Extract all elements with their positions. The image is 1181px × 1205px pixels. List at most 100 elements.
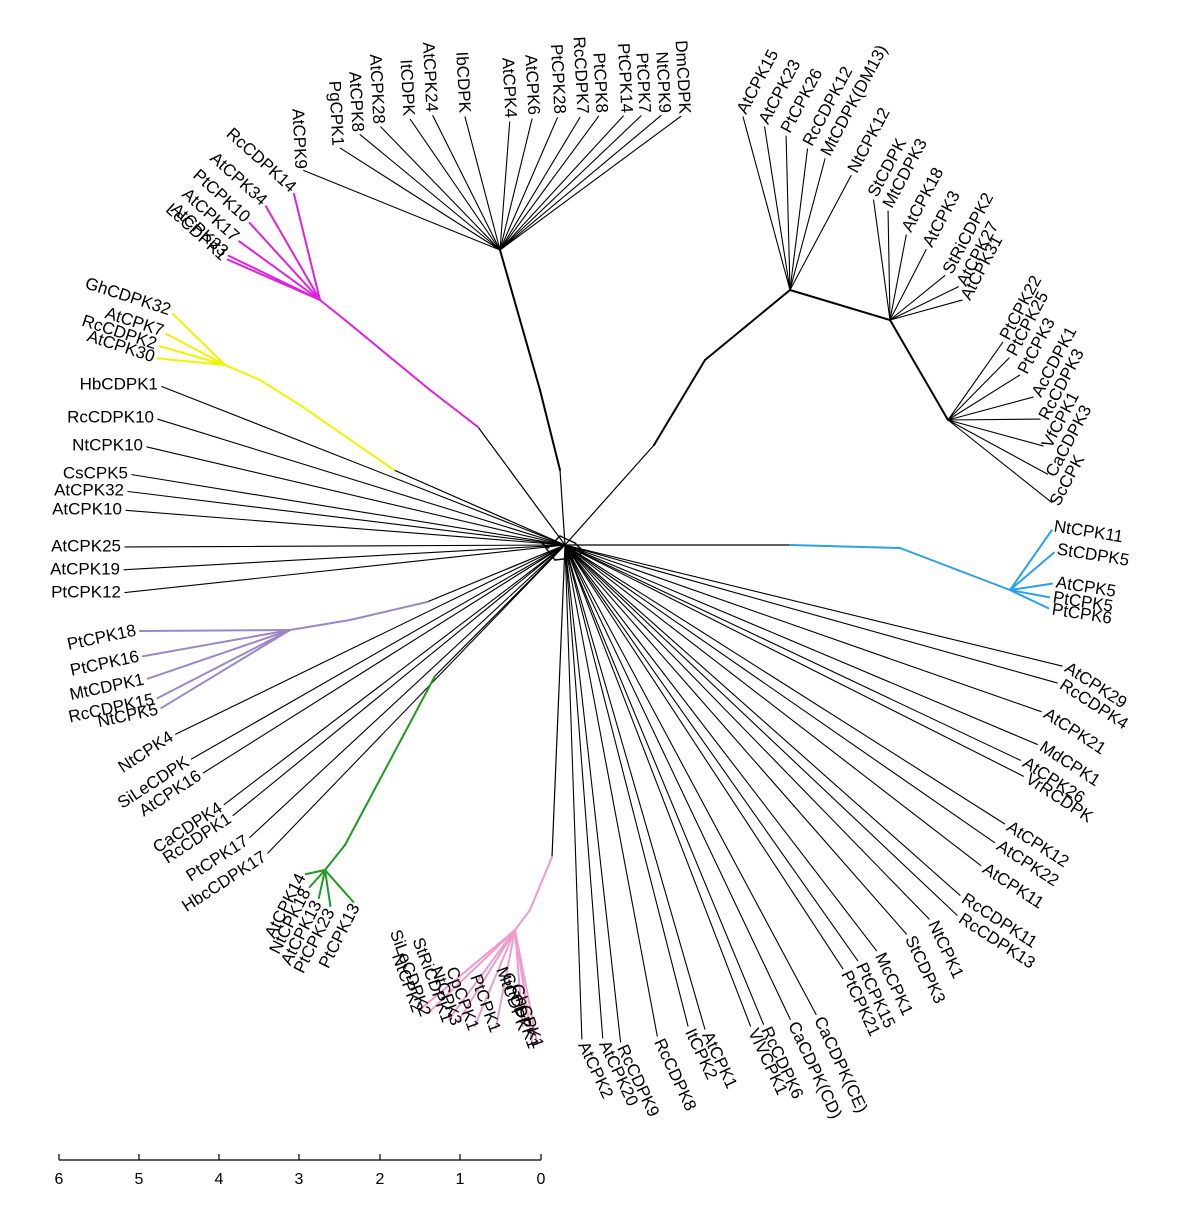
leaf-branch	[564, 544, 752, 1027]
leaf-branch	[564, 544, 907, 935]
leaf-branch	[564, 544, 689, 1027]
leaf-branch	[514, 929, 539, 1046]
leaf-branch	[292, 192, 321, 301]
scale-tick-label: 6	[55, 1171, 64, 1188]
taxon-label: PgCPK1	[325, 80, 347, 146]
taxon-label: AtCPK25	[51, 536, 121, 555]
leaf-branch	[190, 544, 566, 760]
leaf-branch	[124, 544, 566, 548]
leaf-branch	[232, 544, 566, 817]
leaf-branch	[499, 115, 642, 251]
taxon-label: DmCDPK	[672, 40, 695, 115]
taxon-label: ItCDPK	[397, 59, 419, 117]
leaf-branch	[564, 544, 996, 844]
leaf-branch	[146, 629, 291, 680]
taxon-label: AtCPK19	[50, 559, 120, 578]
internal-branch	[499, 249, 541, 391]
leaf-branch	[324, 869, 332, 908]
tree-branches	[123, 115, 1063, 1046]
taxon-label: AtCPK10	[52, 499, 122, 518]
taxon-label: PtCPK8	[589, 52, 611, 113]
leaf-branch	[499, 115, 624, 251]
taxon-label: AtCPK9	[288, 108, 310, 169]
taxon-label: PtCPK28	[547, 44, 570, 115]
leaf-branch	[1009, 551, 1055, 591]
leaf-branch	[564, 544, 844, 970]
leaf-branch	[499, 117, 558, 251]
leaf-branch	[125, 509, 566, 546]
leaf-branch	[499, 118, 533, 251]
taxon-label: AtCPK28	[366, 54, 389, 125]
internal-branch	[889, 319, 949, 421]
leaf-branch	[889, 274, 946, 321]
internal-branch	[344, 319, 431, 391]
internal-branch	[539, 389, 561, 471]
stem-branch	[393, 469, 566, 546]
leaf-branch	[514, 929, 524, 1028]
internal-branch	[299, 404, 395, 471]
taxon-label: RcCDPK10	[67, 407, 154, 426]
leaf-branch	[785, 135, 791, 291]
scale-tick-label: 4	[215, 1171, 224, 1188]
internal-branch	[653, 359, 706, 446]
leaf-branch	[156, 357, 226, 366]
internal-branch	[324, 844, 346, 871]
scale-tick-label: 5	[135, 1171, 144, 1188]
internal-branch	[789, 544, 901, 549]
leaf-branch	[789, 174, 852, 291]
leaf-branch	[499, 121, 511, 251]
leaf-branch	[947, 418, 1041, 421]
taxon-label: PtCPK12	[51, 582, 121, 601]
internal-branch	[514, 909, 531, 931]
internal-branch	[789, 289, 891, 321]
leaf-branch	[499, 115, 600, 251]
leaf-branch	[426, 929, 516, 1015]
leaf-branch	[171, 312, 226, 366]
leaf-branch	[889, 286, 959, 321]
leaf-branch	[564, 544, 930, 920]
leaf-branch	[947, 357, 1010, 421]
leaf-branch	[473, 929, 516, 1028]
leaf-branch	[564, 544, 1024, 777]
leaf-branch	[123, 544, 566, 571]
leaf-branch	[161, 385, 566, 546]
leaf-branch	[494, 929, 516, 1030]
leaf-branch	[947, 396, 1034, 421]
leaf-branch	[499, 115, 662, 251]
leaf-branch	[248, 221, 321, 301]
scale-tick-label: 2	[376, 1171, 385, 1188]
taxon-label: NtCPK10	[72, 435, 143, 454]
leaf-branch	[457, 929, 516, 1023]
leaf-branch	[160, 629, 291, 709]
leaf-branch	[432, 115, 501, 251]
leaf-branch	[304, 869, 326, 876]
taxon-label: AtCPK6	[521, 54, 543, 115]
leaf-branch	[564, 544, 878, 952]
stem-branch	[551, 544, 566, 858]
leaf-branch	[1009, 589, 1050, 610]
leaf-branch	[947, 374, 1021, 421]
stem-branch	[477, 426, 566, 546]
leaf-branch	[158, 345, 226, 366]
leaf-branch	[564, 544, 961, 896]
leaf-branch	[564, 544, 1063, 667]
internal-branch	[899, 547, 1011, 591]
leaf-branch	[564, 544, 583, 1040]
stem-branch	[426, 544, 566, 603]
leaf-branch	[359, 133, 501, 251]
taxon-label: AtCPK4	[498, 57, 520, 118]
leaf-branch	[564, 544, 817, 1016]
leaf-branch	[742, 116, 791, 291]
taxon-label: NtCPK9	[652, 51, 674, 113]
leaf-branch	[1009, 589, 1051, 599]
leaf-branch	[564, 544, 658, 1037]
leaf-branch	[448, 929, 516, 1020]
leaf-branch	[264, 205, 321, 301]
internal-branch	[224, 364, 261, 381]
leaf-branch	[267, 544, 566, 854]
scale-tick-label: 3	[295, 1171, 304, 1188]
leaf-branch	[564, 544, 1038, 745]
internal-branch	[529, 856, 553, 911]
leaf-branch	[165, 332, 226, 366]
